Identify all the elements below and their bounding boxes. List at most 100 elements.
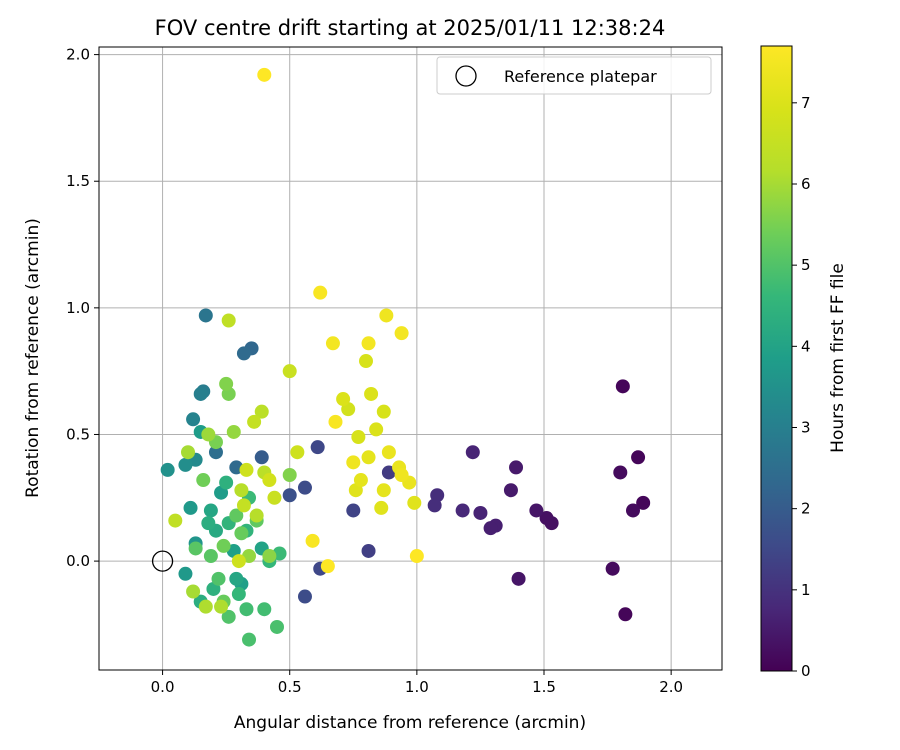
data-point (374, 500, 389, 515)
data-points (151, 67, 651, 647)
data-point (262, 549, 277, 564)
data-point (361, 336, 376, 351)
data-point (325, 336, 340, 351)
data-point (529, 503, 544, 518)
data-point (310, 440, 325, 455)
x-tick-label: 1.5 (532, 678, 556, 696)
data-point (359, 354, 373, 369)
x-tick-label: 0.0 (151, 678, 175, 696)
data-point (290, 445, 305, 460)
data-point (328, 414, 343, 429)
data-point (257, 67, 272, 82)
data-point (178, 566, 193, 581)
data-point (201, 427, 216, 442)
reference-platepar-marker (151, 550, 174, 572)
data-point (626, 503, 640, 518)
data-point (539, 511, 554, 526)
data-point (219, 376, 234, 391)
plot-frame (98, 46, 723, 671)
data-point (636, 495, 651, 510)
data-point (394, 326, 409, 341)
data-point (376, 483, 391, 498)
data-point (231, 587, 246, 602)
data-point (221, 609, 236, 624)
data-point (203, 549, 218, 564)
data-point (455, 503, 470, 518)
data-point (270, 619, 284, 634)
data-point (267, 490, 282, 505)
data-point (181, 445, 195, 460)
data-point (605, 561, 620, 576)
data-point (346, 503, 361, 518)
data-point (178, 457, 193, 472)
data-point (262, 473, 277, 488)
colorbar: 0 1 2 3 4 5 6 7 Hours from first FF file (760, 45, 848, 680)
data-point (234, 526, 249, 541)
data-point (239, 462, 254, 477)
grid-lines (99, 47, 722, 670)
data-point (254, 404, 269, 419)
data-point (381, 445, 396, 460)
data-point (473, 505, 488, 520)
data-point (631, 450, 646, 465)
data-point (247, 414, 262, 429)
data-point (168, 513, 183, 528)
data-point (201, 516, 216, 531)
data-point (208, 445, 223, 460)
data-point (198, 599, 213, 614)
colorbar-tick-label: 3 (801, 418, 811, 436)
chart-title: FOV centre drift starting at 2025/01/11 … (155, 16, 666, 40)
data-point (613, 465, 628, 480)
colorbar-tick-label: 1 (801, 581, 811, 599)
data-point (193, 386, 208, 401)
colorbar-label: Hours from first FF file (828, 263, 848, 453)
data-point (297, 589, 312, 604)
data-point (465, 445, 480, 460)
colorbar-gradient (760, 45, 793, 672)
data-point (297, 480, 312, 495)
colorbar-ticks: 0 1 2 3 4 5 6 7 (792, 94, 811, 680)
data-point (615, 379, 630, 394)
data-point (376, 404, 391, 419)
legend-label-reference: Reference platepar (504, 67, 657, 86)
data-point (282, 364, 297, 379)
data-point (351, 430, 366, 445)
data-point (211, 571, 226, 586)
legend-marker-reference (455, 65, 477, 87)
data-point (511, 571, 526, 586)
data-point (353, 473, 368, 488)
data-point (242, 632, 257, 647)
data-point (618, 607, 633, 622)
data-point (198, 308, 213, 323)
data-point (183, 500, 198, 515)
x-tick-label: 2.0 (659, 678, 683, 696)
y-axis-ticks: 0.0 0.5 1.0 1.5 2.0 (66, 46, 99, 570)
data-point (160, 462, 175, 477)
colorbar-tick-label: 2 (801, 500, 811, 518)
y-tick-label: 0.5 (66, 425, 90, 443)
data-point (226, 424, 241, 439)
data-point (364, 386, 379, 401)
colorbar-tick-label: 6 (801, 175, 811, 193)
data-point (407, 495, 422, 510)
data-point (361, 543, 376, 558)
data-point (320, 559, 335, 574)
data-point (509, 460, 524, 475)
data-point (234, 483, 249, 498)
data-point (214, 599, 229, 614)
x-axis-label: Angular distance from reference (arcmin) (234, 713, 586, 733)
x-tick-label: 1.0 (405, 678, 429, 696)
data-point (394, 467, 409, 482)
data-point (483, 521, 498, 536)
data-point (186, 584, 201, 599)
colorbar-tick-label: 4 (801, 337, 811, 355)
data-point (305, 533, 320, 548)
data-point (221, 313, 236, 328)
data-point (257, 602, 272, 617)
data-point (369, 422, 384, 437)
y-tick-label: 1.5 (66, 172, 90, 190)
data-point (282, 488, 297, 503)
data-point (336, 392, 351, 407)
legend: Reference platepar (436, 56, 712, 95)
